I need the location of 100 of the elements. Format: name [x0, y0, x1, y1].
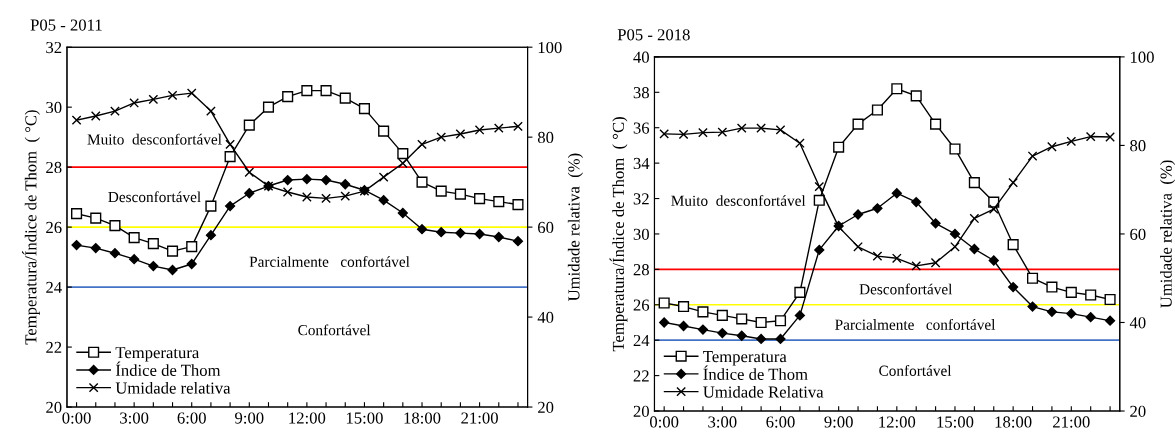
legend-label: Índice de Thom	[703, 365, 808, 380]
point	[397, 148, 409, 160]
y-tick-label: 22	[46, 341, 62, 353]
y-tick-label: 30	[633, 228, 649, 240]
y-axis-title: Temperatura/Índice de Thom ( °C)	[609, 117, 628, 352]
point	[71, 115, 82, 125]
point	[949, 143, 961, 155]
point	[282, 187, 293, 197]
point	[454, 188, 466, 200]
point	[205, 230, 217, 241]
x-tick-label: 6:00	[177, 412, 206, 424]
point	[1047, 141, 1057, 152]
point	[891, 83, 903, 95]
y2-axis-title: Umidade relativa (%)	[1160, 160, 1175, 308]
point	[1104, 315, 1116, 326]
point	[1008, 177, 1019, 188]
point	[455, 227, 466, 239]
point	[1066, 308, 1077, 319]
point	[71, 239, 82, 251]
point	[872, 203, 883, 214]
y-tick-label: 24	[633, 334, 650, 346]
point	[910, 90, 922, 102]
point	[853, 241, 863, 252]
point	[1085, 131, 1096, 142]
y-tick-label: 28	[633, 264, 649, 276]
point	[716, 309, 728, 321]
point	[1085, 289, 1097, 301]
point	[224, 201, 236, 212]
point	[301, 85, 313, 97]
point	[678, 129, 689, 140]
point	[969, 243, 980, 255]
x-tick-label: 12:00	[289, 412, 326, 424]
annotation: Parcialmente confortável	[249, 256, 410, 267]
point	[71, 208, 83, 220]
point	[911, 196, 922, 208]
point	[512, 199, 524, 211]
point	[1007, 239, 1019, 251]
point	[474, 125, 485, 135]
point	[1085, 312, 1096, 323]
point	[224, 151, 236, 163]
point	[756, 123, 766, 134]
point	[512, 236, 524, 247]
point	[417, 139, 427, 150]
x-tick-label: 3:00	[120, 412, 149, 424]
point	[90, 212, 102, 224]
point	[186, 88, 197, 98]
point	[697, 324, 709, 335]
point	[813, 194, 825, 206]
y2-tick-label: 20	[1130, 405, 1146, 417]
annotation: Confortável	[298, 324, 371, 336]
point	[436, 132, 447, 143]
y-tick-label: 32	[633, 193, 649, 205]
point	[968, 177, 980, 189]
point	[243, 119, 255, 131]
point	[416, 224, 428, 235]
annotation: Confortável	[879, 364, 952, 376]
point	[774, 315, 787, 327]
point	[493, 231, 504, 243]
point	[658, 297, 670, 309]
y2-tick-label: 80	[1130, 140, 1146, 152]
annotation: Muito desconfortável	[87, 133, 222, 145]
y2-tick-label: 100	[1130, 51, 1154, 63]
point	[493, 123, 504, 134]
point	[736, 313, 748, 325]
point	[148, 94, 159, 105]
point	[206, 106, 216, 116]
point	[755, 316, 767, 329]
point	[950, 241, 960, 252]
point	[659, 129, 670, 139]
y2-tick-label: 40	[537, 311, 554, 324]
point	[1027, 301, 1038, 312]
point	[930, 218, 941, 229]
point	[455, 129, 466, 139]
point	[474, 193, 486, 205]
point	[378, 195, 389, 206]
point	[129, 254, 140, 265]
y-tick-label: 34	[633, 157, 650, 170]
x-tick-label: 0:00	[649, 416, 679, 428]
point	[969, 213, 980, 224]
point	[1008, 281, 1019, 293]
point	[891, 188, 902, 199]
point	[167, 90, 178, 101]
point	[148, 260, 159, 272]
x-tick-label: 18:00	[995, 416, 1032, 428]
point	[378, 172, 389, 183]
legend-label: Temperatura	[703, 351, 787, 366]
y-tick-label: 20	[46, 401, 62, 413]
point	[109, 220, 121, 232]
point	[205, 200, 217, 212]
point	[677, 300, 690, 313]
point	[755, 333, 767, 345]
y-axis-title: Temperatura/Índice de Thom ( °C)	[22, 110, 40, 345]
annotation: Desconfortável	[859, 283, 953, 295]
point	[339, 92, 351, 104]
y-tick-label: 26	[46, 221, 62, 234]
annotation: Muito desconfortável	[671, 195, 806, 206]
point	[90, 242, 101, 254]
point	[794, 286, 806, 298]
point	[90, 111, 101, 121]
point	[1104, 293, 1116, 306]
